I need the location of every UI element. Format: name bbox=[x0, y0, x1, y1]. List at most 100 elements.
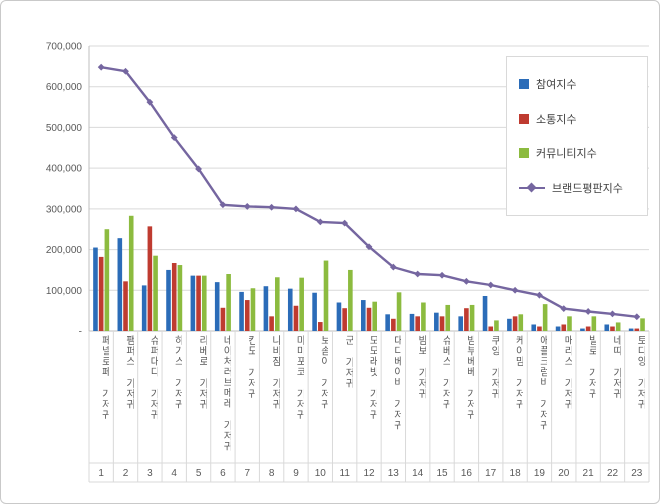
diamond-marker-icon bbox=[341, 219, 349, 227]
bar bbox=[250, 288, 256, 331]
diamond-marker-icon bbox=[195, 165, 202, 173]
diamond-marker-icon bbox=[122, 67, 129, 75]
bar bbox=[385, 314, 390, 331]
bar bbox=[244, 300, 250, 331]
chart-legend: 참여지수 소통지수 커뮤니티지수 브랜드평판지수 bbox=[506, 56, 648, 216]
diamond-marker-icon bbox=[584, 308, 592, 315]
bar bbox=[226, 274, 231, 331]
rank-label: 8 bbox=[269, 468, 275, 479]
rank-label: 21 bbox=[583, 468, 595, 479]
bar bbox=[220, 307, 226, 331]
bar bbox=[275, 277, 280, 331]
rank-label: 10 bbox=[315, 468, 327, 479]
bar bbox=[610, 326, 615, 331]
bar bbox=[366, 307, 372, 331]
rank-label: 18 bbox=[510, 468, 522, 479]
legend-item-communication: 소통지수 bbox=[519, 111, 635, 127]
bar bbox=[269, 316, 274, 331]
bar bbox=[445, 304, 451, 331]
legend-item-community: 커뮤니티지수 bbox=[519, 145, 635, 161]
bar bbox=[518, 314, 524, 331]
bar-series-2 bbox=[104, 215, 645, 331]
rank-label: 20 bbox=[558, 468, 570, 479]
diamond-marker-icon bbox=[633, 313, 641, 321]
diamond-marker-icon bbox=[609, 310, 616, 318]
legend-item-participation: 참여지수 bbox=[519, 76, 635, 92]
rank-label: 14 bbox=[412, 468, 424, 479]
community-swatch-icon bbox=[519, 148, 529, 159]
bar bbox=[171, 263, 177, 331]
bar bbox=[287, 288, 293, 331]
y-axis-tick-label: 200,000 bbox=[46, 245, 83, 256]
bar bbox=[512, 316, 518, 331]
diamond-marker-icon bbox=[536, 291, 543, 299]
y-axis-tick-label: 600,000 bbox=[46, 82, 83, 93]
bar bbox=[604, 324, 610, 331]
bar bbox=[128, 215, 134, 331]
bar bbox=[342, 308, 347, 331]
bar bbox=[439, 316, 445, 331]
bar bbox=[214, 282, 220, 331]
bar bbox=[537, 326, 542, 331]
rank-label: 3 bbox=[147, 468, 153, 479]
bar bbox=[421, 302, 426, 331]
bar bbox=[117, 238, 123, 331]
bar bbox=[469, 304, 475, 331]
bar bbox=[93, 247, 98, 331]
y-axis-tick-label: 100,000 bbox=[46, 286, 83, 297]
bar bbox=[464, 308, 469, 331]
diamond-marker-icon bbox=[560, 305, 568, 313]
reputation-line-markers bbox=[97, 63, 641, 321]
bar bbox=[318, 322, 323, 331]
bar bbox=[531, 324, 537, 331]
bar bbox=[299, 277, 304, 331]
reputation-line-swatch-icon bbox=[519, 182, 545, 193]
bar bbox=[415, 316, 420, 331]
y-axis-tick-label: 300,000 bbox=[46, 204, 83, 215]
communication-swatch-icon bbox=[519, 113, 529, 124]
rank-label: 7 bbox=[245, 468, 251, 479]
bar bbox=[323, 260, 329, 331]
diamond-marker-icon bbox=[170, 134, 178, 142]
y-axis-tick-label: 500,000 bbox=[46, 123, 83, 134]
bar bbox=[555, 326, 561, 331]
bar bbox=[482, 295, 488, 331]
rank-label: 16 bbox=[461, 468, 473, 479]
diamond-marker-icon bbox=[389, 263, 397, 271]
diamond-marker-icon bbox=[292, 205, 300, 213]
diamond-marker-icon bbox=[462, 277, 470, 285]
rank-label: 4 bbox=[171, 468, 177, 479]
diamond-marker-icon bbox=[511, 286, 519, 294]
rank-label: 12 bbox=[363, 468, 375, 479]
bar bbox=[177, 265, 183, 331]
bar bbox=[336, 302, 342, 331]
rank-label: 13 bbox=[388, 468, 400, 479]
bar bbox=[634, 328, 640, 331]
bar bbox=[98, 256, 104, 331]
bar-series-0 bbox=[93, 238, 634, 331]
legend-label-brand-reputation: 브랜드평판지수 bbox=[552, 182, 623, 195]
bar bbox=[147, 226, 153, 331]
diamond-marker-icon bbox=[243, 203, 251, 210]
bar bbox=[561, 324, 567, 331]
rank-label: 22 bbox=[607, 468, 619, 479]
diamond-marker-icon bbox=[97, 63, 105, 71]
bar bbox=[166, 269, 171, 331]
rank-label: 15 bbox=[436, 468, 448, 479]
bar bbox=[567, 316, 572, 331]
participation-swatch-icon bbox=[519, 79, 529, 90]
legend-label-participation: 참여지수 bbox=[536, 79, 577, 92]
rank-labels: 1 2 3 4 5 6 7 8 9 10 11 12 13 14 15 16 17 18 19 20 21 22 23 bbox=[98, 468, 642, 479]
rank-label: 11 bbox=[340, 468, 351, 479]
bar bbox=[361, 300, 366, 331]
bar bbox=[591, 316, 597, 331]
bar bbox=[488, 326, 494, 331]
bar-series-1 bbox=[98, 226, 640, 331]
y-axis-tick-label: 400,000 bbox=[46, 164, 83, 175]
bar bbox=[396, 292, 402, 331]
legend-label-community: 커뮤니티지수 bbox=[536, 148, 597, 161]
diamond-marker-icon bbox=[316, 218, 324, 226]
bar bbox=[141, 285, 147, 331]
y-axis-tick-label: 700,000 bbox=[46, 42, 83, 53]
diamond-marker-icon bbox=[438, 271, 446, 279]
